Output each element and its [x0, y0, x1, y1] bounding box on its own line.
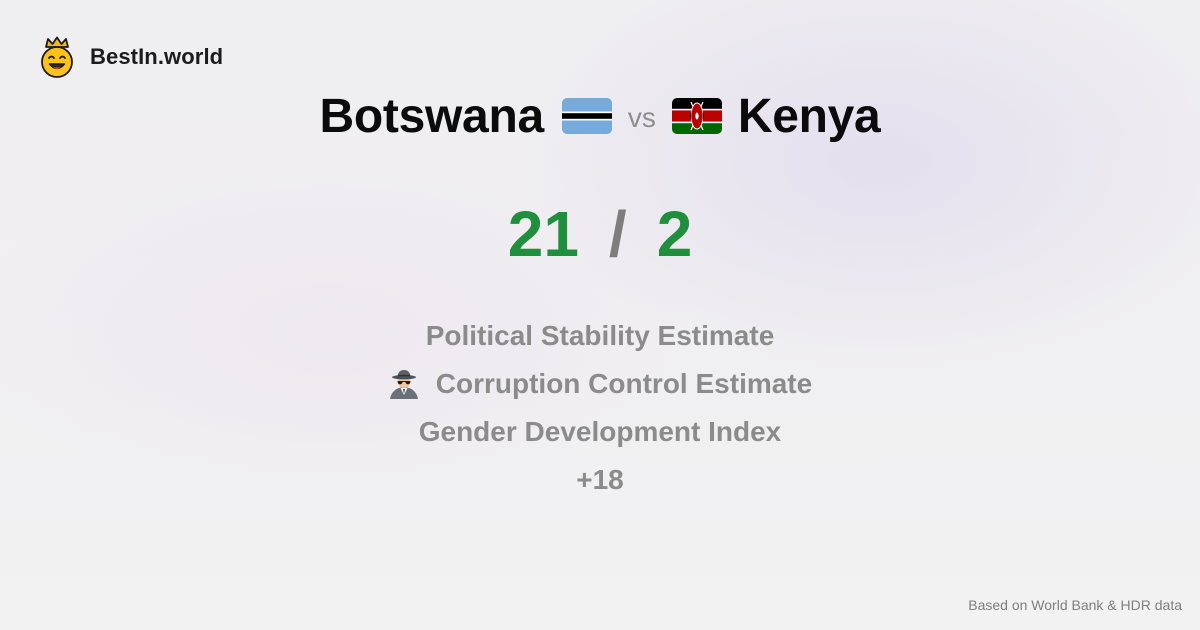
brand-name: BestIn.world — [90, 44, 224, 69]
botswana-flag-icon — [561, 98, 612, 134]
comparison-title: Botswana vs Kenya — [0, 84, 1200, 148]
brand[interactable]: BestIn.world — [38, 36, 223, 78]
score-display: 21 / 2 — [0, 192, 1200, 276]
kenya-flag-icon — [671, 98, 722, 134]
metric-label: Corruption Control Estimate — [435, 368, 813, 399]
right-score: 2 — [656, 198, 693, 270]
left-score: 21 — [507, 198, 579, 270]
data-source-note: Based on World Bank & HDR data — [968, 597, 1182, 613]
detective-icon — [389, 370, 418, 399]
crowned-smiley-icon — [41, 36, 73, 78]
metric-political-stability[interactable]: Political Stability Estimate — [426, 312, 775, 360]
metric-gender-development[interactable]: Gender Development Index — [419, 408, 782, 456]
score-divider: / — [608, 198, 627, 270]
more-metrics-count[interactable]: +18 — [576, 456, 624, 504]
right-country-name[interactable]: Kenya — [737, 89, 881, 143]
versus-label: vs — [627, 102, 656, 133]
left-country-name[interactable]: Botswana — [319, 89, 545, 143]
metrics-list: Political Stability Estimate Corruption … — [0, 312, 1200, 504]
metric-corruption-control[interactable]: Corruption Control Estimate — [388, 360, 812, 408]
metric-label: +18 — [576, 464, 624, 495]
metric-label: Political Stability Estimate — [425, 320, 775, 351]
metric-label: Gender Development Index — [418, 416, 782, 447]
